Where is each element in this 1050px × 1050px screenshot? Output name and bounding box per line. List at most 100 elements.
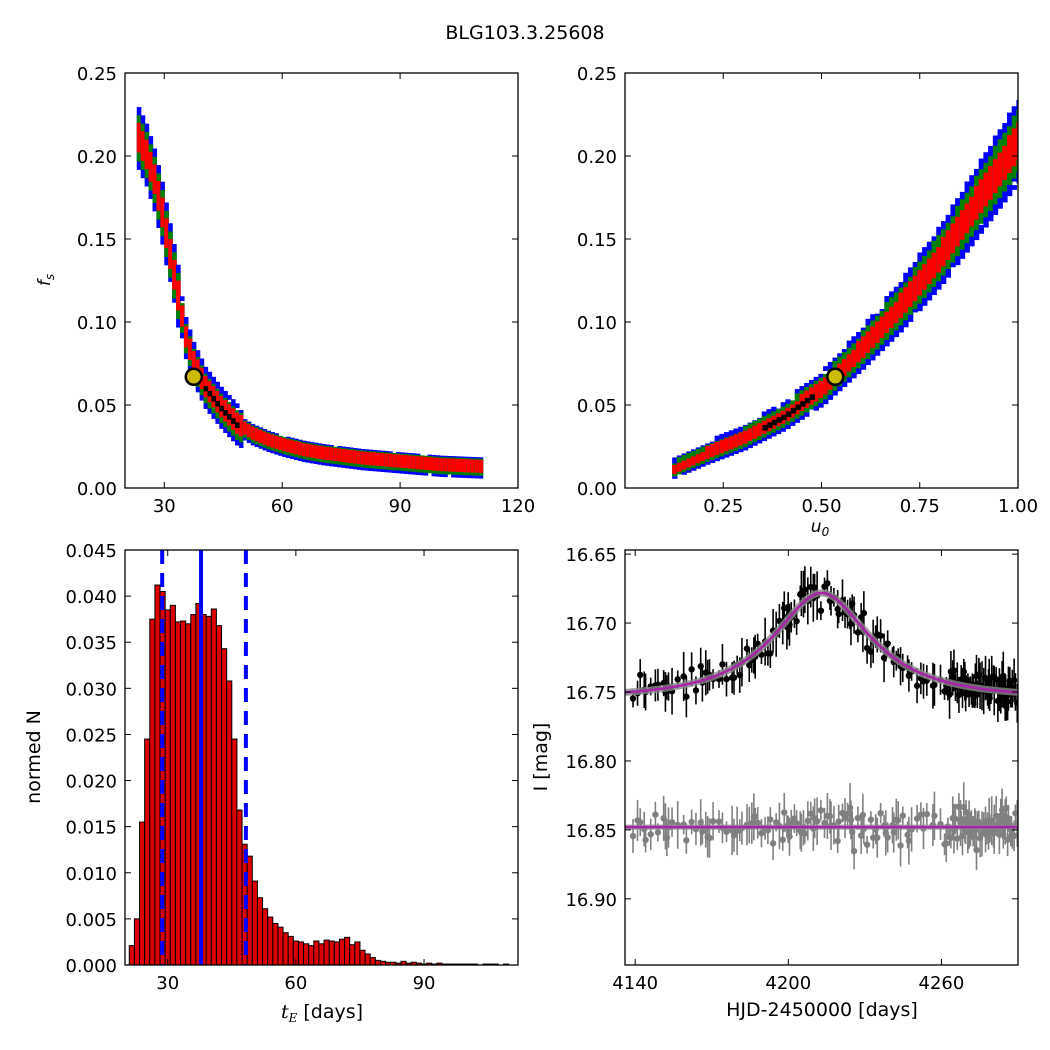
density-cell [813, 384, 819, 389]
density-cell [884, 328, 890, 333]
density-cell [176, 305, 181, 311]
density-cell [404, 463, 409, 469]
density-cell [199, 362, 205, 368]
density-cell [936, 239, 942, 245]
density-cell [922, 280, 928, 286]
density-cell [851, 349, 857, 355]
density-cell [719, 444, 725, 450]
density-cell [988, 194, 994, 200]
density-cell [926, 275, 933, 280]
density-cell [140, 131, 146, 136]
density-cell [959, 240, 966, 246]
density-cell [978, 183, 985, 189]
density-cell [742, 445, 749, 451]
density-cell [889, 314, 895, 320]
density-cell [211, 414, 216, 419]
density-cell [719, 440, 725, 445]
density-cell [443, 472, 448, 478]
density-cell [912, 267, 918, 272]
density-cell [360, 459, 366, 465]
density-cell [297, 456, 303, 462]
density-cell [372, 463, 378, 469]
density-cell [400, 466, 405, 471]
density-cell [144, 147, 150, 153]
density-cell [415, 456, 421, 461]
density-cell [851, 353, 857, 359]
density-cell [940, 257, 947, 263]
density-cell [676, 457, 683, 462]
density-cell [870, 326, 876, 332]
density-cell [992, 167, 999, 173]
density-cell [337, 456, 342, 462]
density-cell [152, 194, 158, 199]
density-cell [191, 355, 197, 361]
density-cell [870, 343, 876, 348]
x-tick-label: 90 [413, 973, 436, 994]
density-cell [199, 384, 205, 390]
density-cell [136, 160, 142, 166]
density-cell [470, 459, 476, 465]
density-cell [1016, 154, 1018, 160]
histogram-bar [144, 738, 151, 966]
density-cell [672, 464, 678, 470]
y-tick-label: 0.15 [577, 230, 617, 251]
density-cell [187, 342, 193, 348]
density-cell [223, 416, 228, 422]
density-cell [940, 266, 947, 272]
density-cell [455, 462, 460, 468]
density-cell [988, 156, 994, 162]
density-cell [1016, 125, 1018, 131]
density-cell [691, 456, 697, 462]
density-cell [219, 412, 224, 418]
density-cell [474, 467, 480, 473]
density-cell [431, 471, 437, 477]
density-cell [955, 251, 961, 257]
density-cell [183, 321, 189, 326]
density-cell [459, 473, 464, 478]
density-cell [470, 473, 476, 479]
density-cell [851, 368, 857, 373]
density-cell [301, 451, 307, 457]
density-cell [945, 234, 952, 240]
density-cell [278, 445, 283, 451]
density-cell [884, 315, 890, 321]
density-cell [973, 179, 980, 185]
density-cell [1011, 173, 1018, 179]
density-cell [945, 255, 952, 260]
model-curve [625, 591, 1018, 694]
density-cell [1016, 134, 1018, 139]
density-cell [164, 252, 169, 257]
density-cell [780, 402, 786, 407]
density-cell [955, 209, 961, 215]
density-cell [309, 448, 315, 454]
density-cell [235, 440, 240, 446]
density-cell [1011, 110, 1018, 116]
axes-frame [124, 72, 519, 489]
best-fit-cell [207, 390, 213, 397]
density-cell [400, 454, 405, 460]
density-cell [313, 453, 319, 459]
density-cell [879, 335, 885, 341]
histogram-bar [262, 908, 269, 966]
density-cell [187, 338, 193, 344]
density-cell [813, 405, 819, 411]
density-cell [435, 469, 440, 474]
density-cell [973, 194, 980, 200]
density-cell [270, 438, 275, 444]
y-tick-label: 0.040 [65, 587, 117, 608]
density-cell [1011, 115, 1018, 121]
density-cell [738, 440, 744, 446]
data-point [877, 632, 884, 639]
density-cell [180, 333, 185, 339]
density-cell [686, 452, 692, 458]
density-cell [176, 284, 181, 290]
density-cell [140, 151, 146, 157]
density-cell [227, 420, 232, 426]
density-cell [851, 340, 857, 346]
density-cell [172, 272, 177, 278]
density-cell [936, 226, 942, 232]
density-cell [411, 459, 417, 465]
density-cell [733, 442, 739, 448]
density-cell [728, 451, 735, 456]
density-cell [462, 467, 468, 473]
